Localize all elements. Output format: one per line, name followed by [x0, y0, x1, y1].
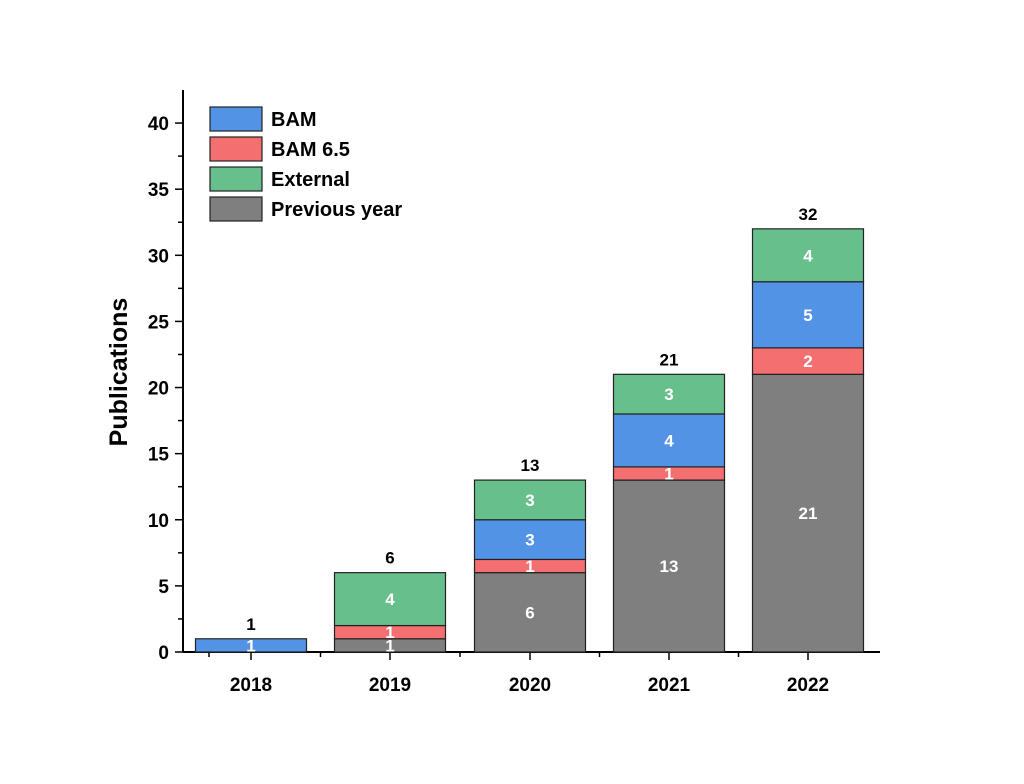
bar-segment-previous-year-2021: [612, 479, 726, 653]
y-tick-label: 10: [148, 511, 169, 532]
y-tick-label: 5: [158, 577, 169, 598]
segment-label-previous-year-2019: 1: [385, 636, 394, 655]
total-label-2019: 6: [385, 549, 394, 568]
x-tick-label: 2021: [648, 675, 691, 696]
x-tick-label: 2018: [230, 675, 272, 696]
segment-label-external-2019: 4: [385, 590, 395, 609]
segment-label-previous-year-2020: 6: [525, 603, 534, 622]
bar-segment-previous-year-2022: [751, 373, 865, 653]
segment-label-bam-6-5-2019: 1: [385, 623, 394, 642]
legend-label-bam: BAM: [271, 109, 317, 131]
y-tick-label: 20: [148, 379, 169, 400]
segment-label-external-2022: 4: [803, 246, 813, 265]
y-tick-label: 15: [148, 445, 170, 466]
total-label-2022: 32: [799, 205, 818, 224]
segment-label-bam-2020: 3: [525, 531, 534, 550]
y-axis-title: Publications: [105, 298, 133, 447]
bar-segment-bam-2020: [473, 519, 587, 561]
bar-segment-bam-2022: [751, 281, 865, 349]
y-tick-label: 30: [148, 246, 169, 267]
total-label-2018: 1: [246, 615, 255, 634]
y-tick-label: 35: [148, 180, 170, 201]
x-tick-label: 2020: [509, 675, 551, 696]
legend-swatch-previous-year: [209, 196, 263, 222]
segment-label-previous-year-2022: 21: [799, 504, 818, 523]
legend-swatch-bam-6-5: [209, 136, 263, 162]
legend-swatch-bam: [209, 106, 263, 132]
bar-segment-external-2021: [612, 373, 726, 415]
bar-segment-bam-2021: [612, 413, 726, 468]
bar-segment-external-2020: [473, 479, 587, 521]
bar-segment-external-2019: [333, 572, 447, 627]
y-tick-label: 40: [148, 114, 169, 135]
segment-label-bam-6-5-2021: 1: [664, 464, 673, 483]
bar-segment-bam-6-5-2022: [751, 347, 865, 375]
x-tick-label: 2022: [787, 675, 829, 696]
legend-swatch-external: [209, 166, 263, 192]
segment-label-bam-2018: 1: [246, 636, 255, 655]
segment-label-external-2020: 3: [525, 491, 534, 510]
legend-label-bam-6-5: BAM 6.5: [271, 139, 350, 161]
y-tick-label: 0: [158, 643, 169, 664]
segment-label-bam-2021: 4: [664, 431, 674, 450]
y-tick-label: 25: [148, 312, 170, 333]
segment-label-bam-2022: 5: [803, 306, 812, 325]
segment-label-external-2021: 3: [664, 385, 673, 404]
segment-label-previous-year-2021: 13: [660, 557, 679, 576]
total-label-2020: 13: [521, 456, 540, 475]
x-tick-label: 2019: [369, 675, 411, 696]
bar-segment-bam-2018: [194, 638, 308, 653]
bar-segment-external-2022: [751, 228, 865, 283]
segment-label-bam-6-5-2020: 1: [525, 557, 534, 576]
legend-label-external: External: [271, 169, 350, 191]
total-label-2021: 21: [660, 350, 679, 369]
segment-label-bam-6-5-2022: 2: [803, 352, 812, 371]
legend-label-previous-year: Previous year: [271, 199, 402, 221]
